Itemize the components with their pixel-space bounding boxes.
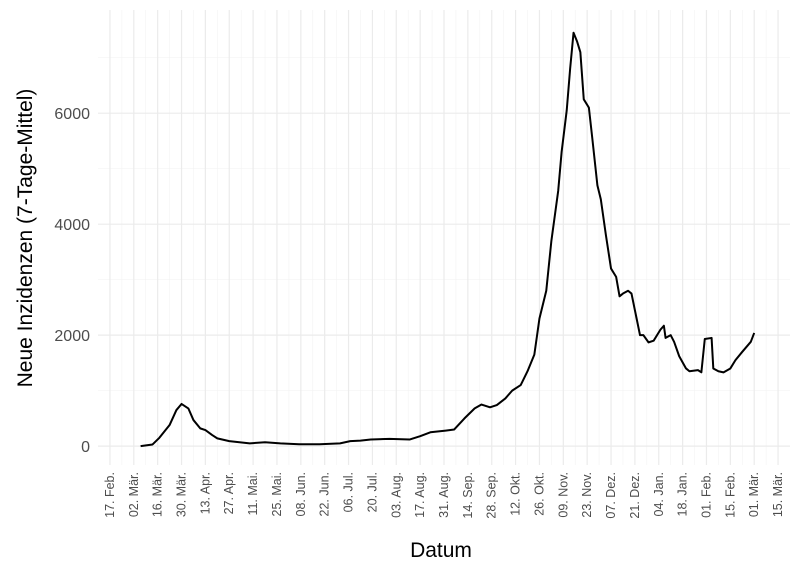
x-tick-label: 14. Sep. (461, 472, 475, 519)
x-tick-label: 03. Aug. (389, 472, 403, 518)
x-tick-label: 11. Mai. (246, 472, 260, 516)
y-tick-label: 2000 (54, 328, 90, 345)
x-tick-label: 09. Nov. (556, 472, 570, 518)
x-tick-label: 02. Mär. (127, 472, 141, 517)
x-tick-label: 12. Okt. (509, 472, 523, 516)
x-tick-label: 15. Feb. (723, 472, 737, 518)
x-tick-label: 30. Mär. (175, 472, 189, 517)
x-tick-label: 17. Feb. (103, 472, 117, 518)
x-tick-label: 18. Jan. (676, 472, 690, 516)
x-tick-label: 20. Jul. (365, 472, 379, 512)
x-tick-label: 22. Jun. (318, 472, 332, 516)
x-axis-label: Datum (410, 539, 472, 562)
x-tick-label: 08. Jun. (294, 472, 308, 516)
y-tick-label: 0 (81, 439, 90, 456)
y-tick-label: 4000 (54, 217, 90, 234)
x-tick-label: 31. Aug. (437, 472, 451, 518)
x-tick-label: 27. Apr. (222, 472, 236, 514)
x-tick-label: 17. Aug. (413, 472, 427, 518)
x-tick-label: 21. Dez. (628, 472, 642, 519)
y-axis-label: Neue Inzidenzen (7-Tage-Mittel) (14, 89, 37, 388)
line (140, 31, 756, 448)
x-tick-label: 26. Okt. (532, 472, 546, 516)
x-tick-label: 01. Mär. (747, 472, 761, 517)
y-tick-label: 6000 (54, 106, 90, 123)
x-tick-label: 15. Mär. (771, 472, 785, 517)
x-tick-label: 13. Apr. (198, 472, 212, 514)
x-tick-label: 07. Dez. (604, 472, 618, 519)
x-tick-label: 28. Sep. (485, 472, 499, 519)
x-tick-label: 23. Nov. (580, 472, 594, 518)
x-tick-label: 04. Jan. (652, 472, 666, 516)
x-tick-label: 01. Feb. (699, 472, 713, 518)
x-tick-label: 25. Mai. (270, 472, 284, 516)
x-tick-label: 16. Mär. (151, 472, 165, 517)
x-tick-label: 06. Jul. (342, 472, 356, 512)
